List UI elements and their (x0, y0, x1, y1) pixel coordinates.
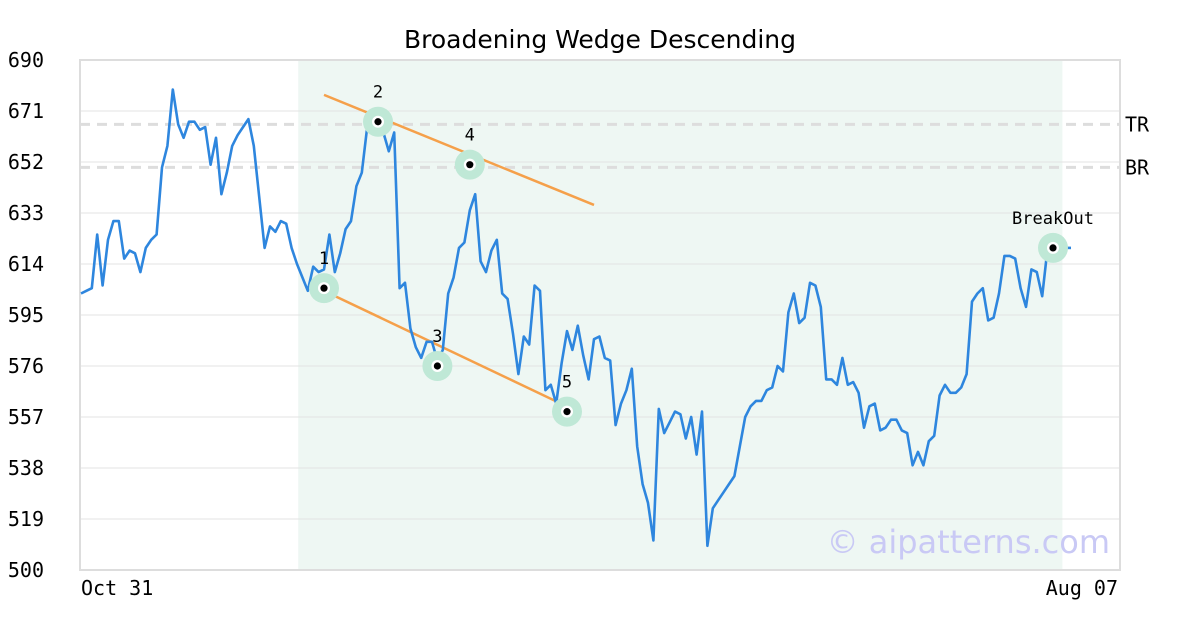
y-tick-label: 671 (8, 99, 44, 123)
pattern-point-5 (552, 396, 582, 427)
level-label-br: BR (1125, 155, 1150, 179)
y-tick-label: 538 (8, 456, 44, 480)
pattern-label-2: 2 (373, 83, 383, 103)
y-tick-label: 557 (8, 405, 44, 429)
pattern-label-3: 3 (432, 327, 442, 347)
marker-dot (563, 408, 571, 416)
marker-dot (466, 161, 474, 169)
y-tick-label: 652 (8, 150, 44, 174)
pattern-point-4 (454, 149, 485, 180)
x-tick-label: Oct 31 (81, 576, 153, 600)
y-tick-label: 576 (8, 354, 44, 378)
pattern-point-2 (363, 106, 393, 137)
pattern-label-1: 1 (319, 249, 329, 269)
y-tick-label: 614 (8, 252, 44, 276)
pattern-point-3 (422, 351, 453, 381)
y-tick-label: 519 (8, 507, 44, 531)
marker-dot (433, 362, 441, 370)
pattern-label-breakout: BreakOut (1012, 209, 1094, 229)
watermark: © aipatterns.com (827, 523, 1110, 561)
y-tick-label: 633 (8, 201, 44, 225)
pattern-point-1 (309, 273, 339, 304)
chart-title: Broadening Wedge Descending (404, 25, 796, 54)
pattern-label-5: 5 (562, 373, 572, 393)
trendline (323, 289, 579, 413)
pattern-point-breakout (1038, 232, 1068, 263)
y-tick-label: 690 (8, 48, 44, 72)
marker-dot (374, 118, 382, 126)
marker-dot (320, 284, 328, 292)
plot-frame (79, 59, 1121, 571)
pattern-label-4: 4 (465, 126, 475, 146)
x-tick-label: Aug 07 (1046, 576, 1118, 600)
price-line (80, 88, 1059, 548)
y-tick-label: 595 (8, 303, 44, 327)
y-tick-label: 500 (8, 558, 44, 582)
marker-dot (1049, 244, 1057, 252)
level-label-tr: TR (1125, 112, 1150, 136)
